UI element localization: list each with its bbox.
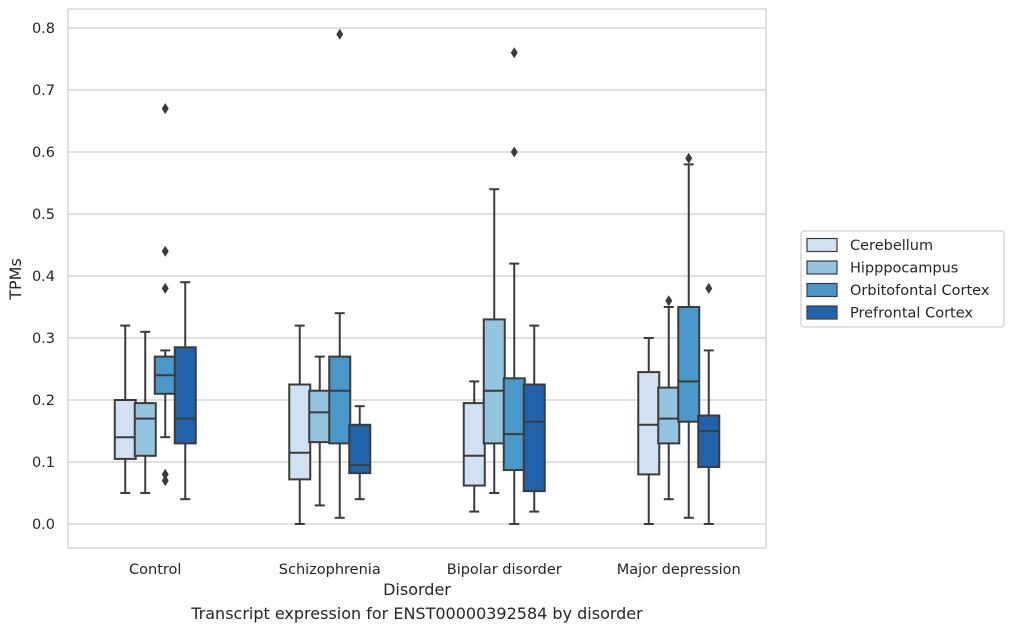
legend-label: Prefrontal Cortex (850, 306, 973, 322)
outlier-point (161, 245, 169, 257)
y-tick-label: 0.4 (32, 269, 55, 285)
y-tick-label: 0.2 (32, 393, 55, 409)
y-tick-label: 0.7 (32, 83, 55, 99)
x-tick-label: Major depression (617, 562, 741, 578)
legend-frame (800, 230, 1005, 328)
box (482, 318, 506, 445)
y-tick-label: 0.1 (32, 455, 55, 471)
legend-swatch (806, 260, 838, 275)
y-axis-ticks: 0.0 0.1 0.2 0.3 0.4 0.5 0.6 0.7 0.8 (32, 21, 55, 533)
box (288, 383, 312, 481)
legend-swatch (806, 282, 838, 298)
gridlines (68, 27, 766, 525)
box (502, 377, 526, 472)
legend-label: Hipppocampus (850, 261, 958, 277)
box (328, 355, 352, 445)
box (697, 414, 721, 468)
chart-caption: Transcript expression for ENST0000039258… (191, 604, 643, 623)
series-orbitofontal-cortex (153, 28, 701, 525)
x-tick-label: Control (129, 562, 181, 578)
x-tick-label: Schizophrenia (279, 562, 381, 578)
box (522, 383, 546, 493)
outlier-point (665, 295, 673, 307)
box (173, 346, 197, 445)
box (462, 402, 486, 487)
series-prefrontal-cortex (173, 281, 721, 525)
outlier-point (510, 146, 518, 158)
x-tick-label: Bipolar disorder (447, 562, 562, 578)
outlier-point (685, 152, 693, 164)
box (348, 423, 372, 475)
outlier-point (161, 282, 169, 294)
legend-label: Orbitofontal Cortex (850, 283, 990, 299)
legend-swatch (806, 305, 838, 320)
y-tick-label: 0.5 (32, 207, 55, 223)
series-cerebellum (113, 324, 661, 525)
legend: Cerebellum Hipppocampus Orbitofontal Corte… (800, 230, 1005, 328)
legend-swatch (806, 237, 838, 253)
box (133, 402, 157, 457)
series-hipppocampus (133, 188, 681, 507)
plot-frame (67, 8, 767, 549)
outlier-point (161, 468, 169, 480)
box (637, 371, 661, 476)
y-tick-label: 0.6 (32, 145, 55, 161)
outlier-point (161, 475, 169, 487)
x-axis-ticks: Control Schizophrenia Bipolar disorder Majo… (129, 562, 741, 578)
outlier-point (705, 282, 713, 294)
box-series (113, 28, 721, 525)
outlier-point (510, 47, 518, 59)
y-tick-label: 0.3 (32, 331, 55, 347)
box (677, 306, 701, 423)
y-axis-label: TPMs (6, 258, 25, 301)
x-axis-label: Disorder (383, 580, 451, 599)
y-tick-label: 0.8 (32, 21, 55, 37)
box (113, 399, 137, 460)
outlier-point (336, 28, 344, 40)
outlier-point (161, 103, 169, 115)
legend-label: Cerebellum (850, 238, 933, 254)
box (308, 389, 332, 444)
y-tick-label: 0.0 (32, 517, 55, 533)
box (657, 386, 681, 445)
